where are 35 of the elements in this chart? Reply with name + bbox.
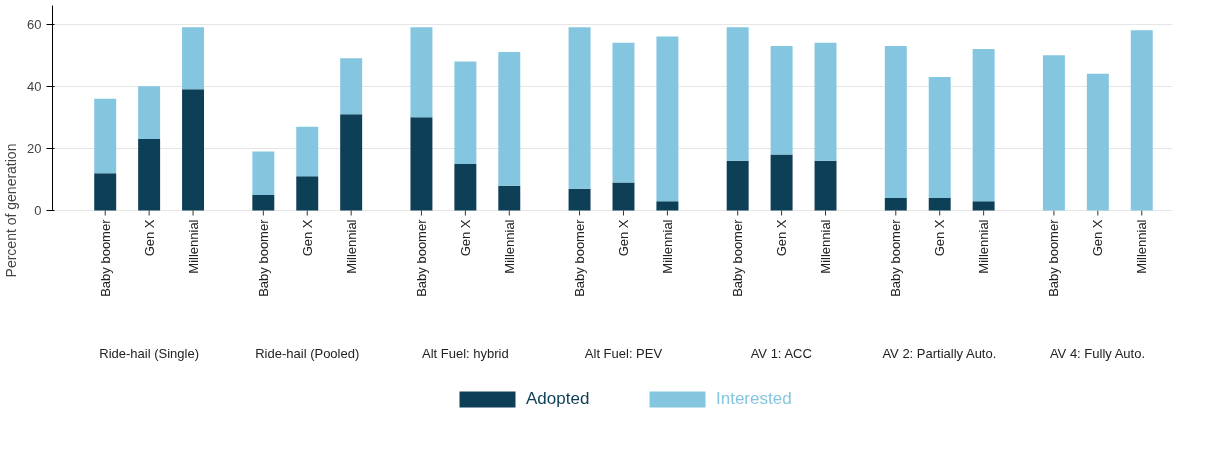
x-tick-label: Millennial (501, 219, 517, 274)
x-tick-label: Baby boomer (255, 218, 271, 297)
text: Ride-hail (Pooled) (255, 345, 360, 361)
text: AV 2: Partially Auto. (882, 345, 997, 361)
x-tick-label: Baby boomer (572, 218, 588, 297)
text: Ride-hail (Single) (99, 345, 199, 361)
x-tick-label: Gen X (615, 219, 631, 257)
x-tick-label: Baby boomer (413, 218, 429, 297)
x-tick-label: Gen X (932, 219, 948, 257)
x-tick-label: Millennial (659, 219, 675, 274)
legend-label: Adopted (526, 389, 590, 409)
x-tick-label: Millennial (1134, 219, 1150, 274)
x-tick-label: Millennial (185, 219, 201, 274)
text: AV 1: ACC (750, 345, 812, 361)
y-tick-label: 0 (34, 203, 42, 218)
y-tick-label: 60 (27, 16, 42, 32)
text: Alt Fuel: hybrid (422, 345, 509, 361)
x-tick-label: Gen X (457, 219, 473, 257)
y-tick-label: 40 (27, 78, 42, 94)
x-tick-label: Millennial (343, 219, 359, 274)
x-tick-label: Baby boomer (730, 218, 746, 297)
x-tick-label: Baby boomer (888, 218, 904, 297)
x-tick-label: Gen X (141, 219, 157, 257)
x-tick-label: Gen X (299, 219, 315, 257)
x-tick-label: Gen X (1090, 219, 1106, 257)
x-tick-label: Millennial (818, 219, 834, 274)
y-axis-title: Percent of generation (3, 143, 20, 278)
x-tick-label: Gen X (774, 219, 790, 257)
text: Alt Fuel: PEV (584, 345, 663, 361)
text: AV 4: Fully Auto. (1049, 345, 1146, 361)
x-tick-label: Baby boomer (97, 218, 113, 297)
x-tick-label: Millennial (976, 219, 992, 274)
legend-label: Interested (716, 389, 792, 409)
x-tick-label: Baby boomer (1046, 218, 1062, 297)
y-tick-label: 20 (27, 140, 42, 156)
